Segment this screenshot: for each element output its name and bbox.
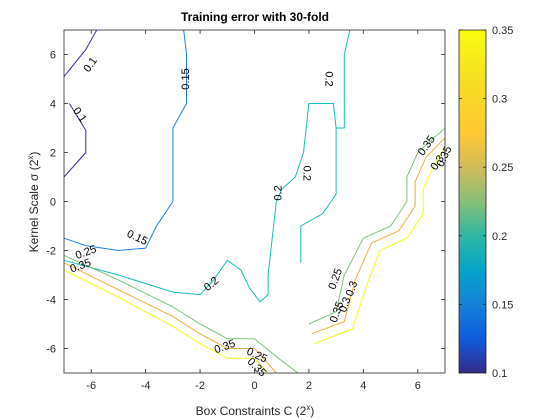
contour-label: 0.15 [180, 68, 192, 89]
contour-label: 0.35 [213, 338, 237, 357]
contour-line-0.15 [63, 29, 187, 252]
contour-lines [63, 29, 446, 374]
y-tick-label: -6 [46, 344, 56, 356]
colorbar-tick-label: 0.1 [492, 368, 507, 380]
colorbar-tick-label: 0.3 [492, 94, 507, 106]
contour-label: 0.25 [326, 267, 345, 291]
contour-line-0.25 [308, 127, 446, 325]
contour-line-0.35 [63, 269, 269, 374]
x-tick-label: -4 [141, 380, 151, 392]
chart-title: Training error with 30-fold [181, 10, 329, 24]
x-tick-label: 6 [415, 380, 421, 392]
x-tick-label: 4 [360, 380, 366, 392]
contour-label: 0.3 [337, 296, 354, 314]
colorbar [458, 29, 487, 374]
contour-label: 0.2 [273, 185, 285, 200]
contour-label: 0.15 [125, 228, 149, 248]
x-tick-label: 0 [251, 380, 257, 392]
y-tick-label: 4 [50, 99, 56, 111]
x-tick-label: 2 [306, 380, 312, 392]
contour-labels: 0.1 0.1 0.15 0.15 0.2 0.2 0.2 0.2 0.25 0.35 0.35 0.… [69, 55, 455, 379]
contour-label: 0.2 [202, 275, 221, 294]
contour-label: 0.2 [301, 166, 313, 181]
colorbar-tick-label: 0.25 [492, 162, 513, 174]
contour-line-0.35 [314, 147, 446, 345]
x-tick-label: -2 [195, 380, 205, 392]
y-tick-label: 6 [50, 50, 56, 62]
contour-line-0.2 [63, 29, 351, 303]
colorbar-ticks: 0.35 0.3 0.25 0.2 0.15 0.1 [459, 25, 513, 380]
y-tick-label: -2 [46, 246, 56, 258]
contour-line-0.1 [63, 29, 98, 77]
contour-label: 0.35 [435, 144, 455, 168]
contour-line-0.3 [311, 137, 446, 335]
contour-line-0.25 [63, 254, 299, 374]
colorbar-tick-label: 0.35 [492, 25, 513, 37]
contour-label: 0.1 [70, 105, 89, 124]
y-axis-label: Kernel Scale σ (2x) [26, 152, 41, 253]
x-tick-label: -6 [86, 380, 96, 392]
y-tick-label: 2 [50, 148, 56, 160]
contour-line-0.2 [300, 128, 337, 263]
contour-label: 0.1 [81, 55, 100, 74]
contour-label: 0.2 [322, 71, 334, 86]
y-tick-label: 0 [50, 197, 56, 209]
x-axis-label: Box Constraints C (2x) [196, 403, 315, 418]
y-tick-label: -4 [46, 295, 56, 307]
contour-line-0.3 [63, 262, 277, 374]
colorbar-tick-label: 0.2 [492, 231, 507, 243]
plot-frame [63, 29, 446, 374]
contour-label: 0.3 [344, 280, 361, 298]
contour-line-0.1 [63, 103, 87, 178]
axes: -6 -4 -2 0 2 4 6 6 4 2 0 -2 -4 -6 [46, 30, 445, 392]
colorbar-tick-label: 0.15 [492, 299, 513, 311]
